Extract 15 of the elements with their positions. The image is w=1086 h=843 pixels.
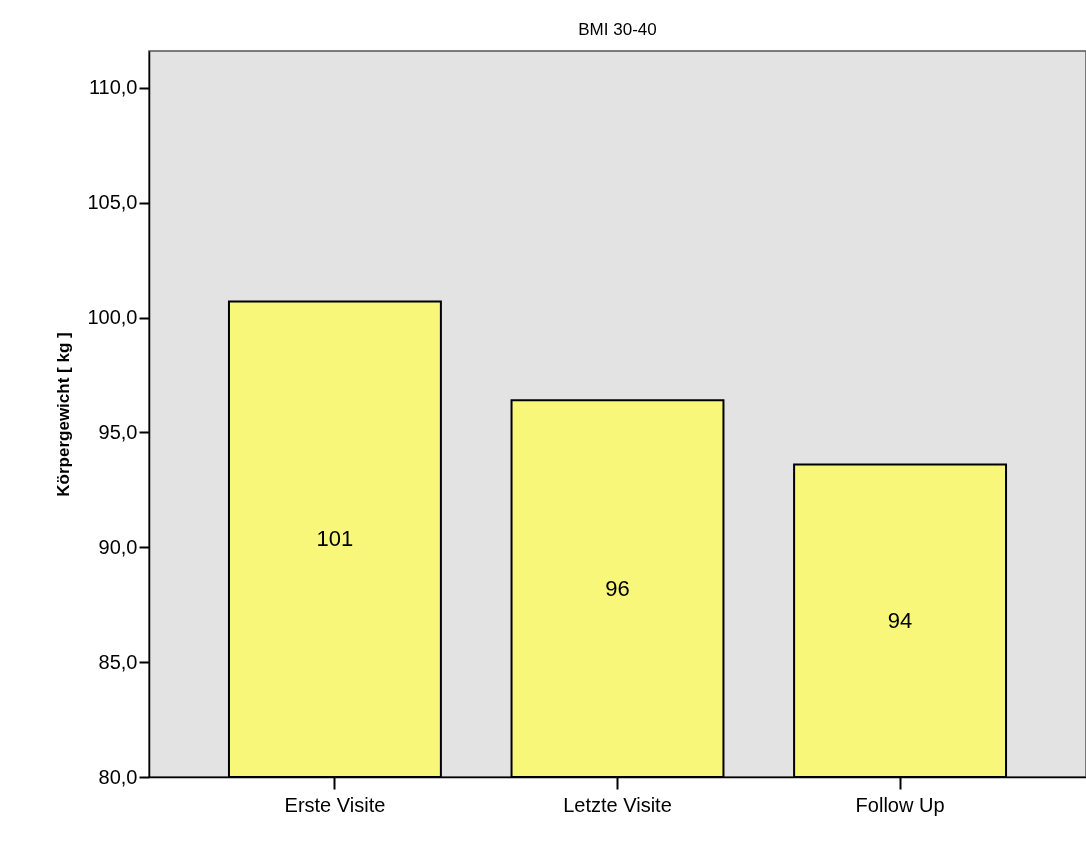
- y-axis-title: Körpergewicht [ kg ]: [54, 332, 74, 497]
- data-label: 94: [887, 607, 913, 633]
- data-label: 96: [605, 575, 630, 601]
- y-tick-label: 110,0: [88, 76, 138, 99]
- data-label: 101: [316, 526, 354, 552]
- y-tick-label: 80,0: [98, 765, 138, 788]
- x-tick-label: Letzte Visite: [563, 793, 672, 816]
- y-tick-label: 90,0: [98, 535, 138, 558]
- y-tick-label: 85,0: [98, 650, 138, 673]
- x-tick-label: Erste Visite: [284, 793, 386, 816]
- y-tick-label: 105,0: [87, 191, 138, 214]
- x-tick-label: Follow Up: [855, 793, 945, 816]
- y-tick-label: 95,0: [98, 420, 138, 443]
- chart-title: BMI 30-40: [578, 20, 657, 39]
- y-tick-label: 100,0: [87, 306, 138, 329]
